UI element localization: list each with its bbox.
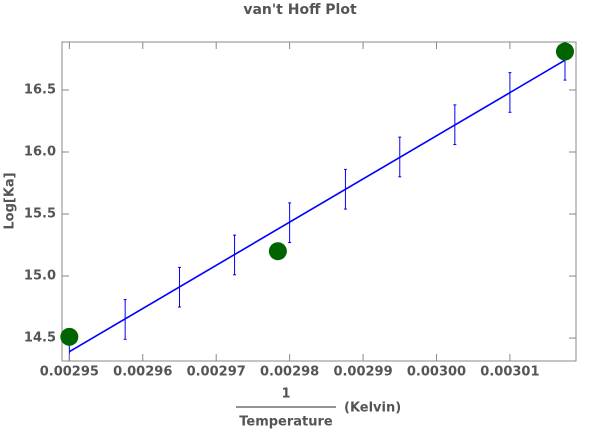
- x-label-numerator: 1: [281, 387, 290, 402]
- y-tick-label: 16.0: [24, 145, 56, 160]
- data-point: [60, 327, 79, 346]
- x-tick-label: 0.00300: [407, 365, 466, 380]
- x-tick-label: 0.00298: [260, 365, 319, 380]
- y-tick-label: 16.5: [24, 82, 56, 97]
- x-tick-label: 0.00301: [480, 365, 539, 380]
- x-label-denominator: Temperature: [239, 415, 333, 430]
- data-point: [555, 42, 574, 61]
- y-tick-label: 15.0: [24, 269, 56, 284]
- x-tick-label: 0.00297: [187, 365, 246, 380]
- x-tick-label: 0.00299: [333, 365, 392, 380]
- plot-frame: [61, 41, 577, 362]
- fit-line: [68, 59, 566, 353]
- y-axis-label: Log[Ka]: [3, 172, 18, 229]
- x-tick-label: 0.00296: [113, 365, 172, 380]
- chart-title: van't Hoff Plot: [243, 2, 357, 18]
- x-label-unit: (Kelvin): [344, 401, 401, 416]
- data-point: [268, 242, 287, 261]
- x-tick-label: 0.00295: [40, 365, 99, 380]
- plot-area: [67, 42, 567, 361]
- y-tick-label: 15.5: [24, 207, 56, 222]
- y-tick-label: 14.5: [24, 331, 56, 346]
